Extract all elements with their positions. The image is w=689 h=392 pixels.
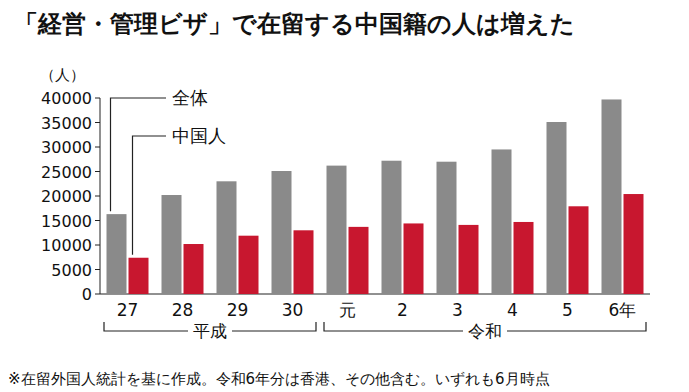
bar	[107, 214, 127, 294]
x-tick-label: 29	[227, 300, 249, 320]
chart: 「経営・管理ビザ」で在留する中国籍の人は増えた （人） 0 5000 10000 1500…	[0, 0, 689, 392]
x-axis	[100, 294, 650, 295]
bar	[327, 166, 347, 294]
x-tick-label: 6年	[609, 300, 637, 320]
bars	[107, 99, 644, 294]
x-tick-label: 4	[507, 300, 518, 320]
bar	[129, 258, 149, 294]
y-tick	[95, 220, 100, 221]
x-tick-label: 5	[562, 300, 573, 320]
y-tick-label: 0	[82, 285, 92, 304]
y-tick	[95, 269, 100, 270]
x-tick-label: 27	[117, 300, 139, 320]
bar	[239, 236, 259, 294]
y-tick-label: 40000	[41, 89, 92, 108]
bar	[272, 171, 292, 294]
group-label-bg	[463, 321, 507, 341]
legend-label: 中国人	[172, 125, 226, 146]
bar	[404, 223, 424, 294]
bar	[217, 181, 237, 294]
bar	[459, 225, 479, 294]
group-label-bg	[188, 321, 232, 341]
y-tick	[95, 245, 100, 246]
y-tick-label: 10000	[41, 236, 92, 255]
x-tick-label: 元	[339, 300, 356, 320]
bar	[547, 122, 567, 294]
y-tick-label: 35000	[41, 114, 92, 133]
y-tick-label: 30000	[41, 138, 92, 157]
x-tick-label: 3	[452, 300, 463, 320]
legend-label: 全体	[172, 87, 208, 108]
y-tick	[95, 196, 100, 197]
y-tick-label: 5000	[51, 261, 92, 280]
bar	[162, 195, 182, 294]
y-tick-label: 15000	[41, 212, 92, 231]
note: ※在留外国人統計を基に作成。令和6年分は香港、その他含む。いずれも6月時点	[8, 370, 550, 388]
bar	[184, 244, 204, 294]
group-label: 平成	[193, 321, 227, 341]
y-tick	[95, 294, 100, 295]
y-tick	[95, 171, 100, 172]
legend-leader	[133, 136, 167, 255]
bar	[294, 230, 314, 294]
y-tick-label: 25000	[41, 163, 92, 182]
bar	[514, 222, 534, 294]
y-axis	[100, 98, 101, 294]
x-tick-label: 28	[172, 300, 194, 320]
legend-leader	[111, 98, 167, 211]
bar	[382, 161, 402, 294]
y-tick	[95, 122, 100, 123]
title: 「経営・管理ビザ」で在留する中国籍の人は増えた	[14, 10, 575, 38]
group-label: 令和	[468, 321, 502, 341]
bar	[349, 227, 369, 294]
bar	[569, 206, 589, 294]
y-axis-label: （人）	[40, 66, 85, 84]
bar	[492, 149, 512, 294]
bar	[624, 194, 644, 294]
y-tick	[95, 98, 100, 99]
bar	[437, 162, 457, 294]
x-tick-label: 2	[397, 300, 408, 320]
x-tick-label: 30	[282, 300, 304, 320]
bar	[602, 99, 622, 294]
y-tick-label: 20000	[41, 187, 92, 206]
y-tick	[95, 147, 100, 148]
